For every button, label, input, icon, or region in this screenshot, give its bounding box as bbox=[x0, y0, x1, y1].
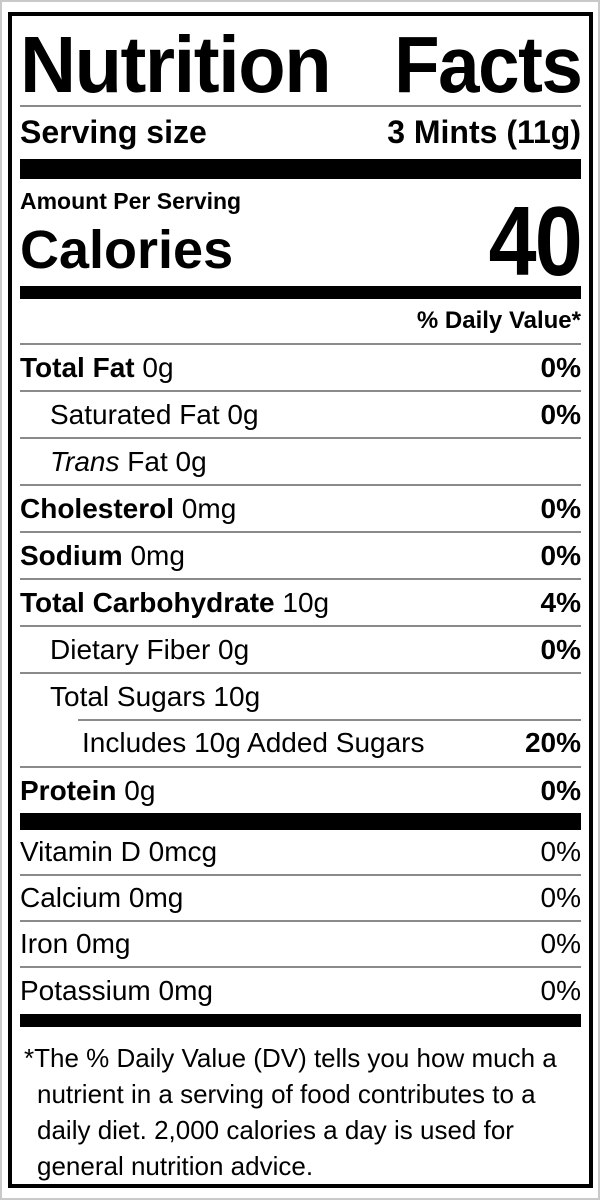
nutrient-daily-value: 0% bbox=[540, 539, 581, 571]
section-bar-vitamins bbox=[20, 1014, 581, 1027]
nutrient-daily-value: 4% bbox=[540, 586, 581, 618]
section-bar-calories bbox=[20, 285, 581, 299]
nutrient-name: Includes 10g Added Sugars bbox=[82, 726, 425, 758]
footnote-marker: * bbox=[24, 1043, 35, 1073]
footnote-text: *The % Daily Value (DV) tells you how mu… bbox=[24, 1040, 579, 1184]
nutrient-daily-value: 0% bbox=[540, 398, 581, 430]
nutrient-name: Total Fat 0g bbox=[20, 351, 174, 383]
nutrient-name: Trans Fat 0g bbox=[50, 445, 207, 477]
vitamin-row: Potassium 0mg 0% bbox=[20, 968, 581, 1014]
vitamin-row: Vitamin D 0mcg 0% bbox=[20, 830, 581, 876]
nutrient-row: Total Sugars 10g bbox=[20, 672, 581, 719]
nutrient-rows: Total Fat 0g 0% Saturated Fat 0g 0% Tran… bbox=[20, 343, 581, 813]
nutrient-daily-value: 0% bbox=[540, 492, 581, 524]
vitamin-daily-value: 0% bbox=[540, 928, 581, 959]
nutrient-name: Dietary Fiber 0g bbox=[50, 633, 250, 665]
nutrient-daily-value: 0% bbox=[540, 351, 581, 383]
vitamin-name: Potassium 0mg bbox=[20, 975, 213, 1006]
vitamin-row: Iron 0mg 0% bbox=[20, 922, 581, 968]
vitamin-name: Iron 0mg bbox=[20, 928, 131, 959]
calories-value: 40 bbox=[488, 185, 583, 296]
nutrient-name: Total Carbohydrate 10g bbox=[20, 586, 330, 618]
nutrient-name: Saturated Fat 0g bbox=[50, 398, 259, 430]
nutrient-name: Total Sugars 10g bbox=[50, 680, 261, 712]
title-word-facts: Facts bbox=[393, 28, 581, 106]
vitamin-daily-value: 0% bbox=[540, 975, 581, 1006]
section-bar-protein bbox=[20, 813, 581, 830]
nutrient-row: Total Fat 0g 0% bbox=[20, 343, 581, 390]
nutrition-facts-panel: Nutrition Facts Serving size 3 Mints (11… bbox=[8, 12, 593, 1188]
title-divider bbox=[20, 105, 581, 108]
vitamin-daily-value: 0% bbox=[540, 836, 581, 867]
calories-section: Amount Per Serving Calories 40 bbox=[20, 179, 583, 296]
vitamin-row: Calcium 0mg 0% bbox=[20, 876, 581, 922]
nutrient-row: Cholesterol 0mg 0% bbox=[20, 484, 581, 531]
nutrient-row: Trans Fat 0g bbox=[20, 437, 581, 484]
nutrient-row: Dietary Fiber 0g 0% bbox=[20, 625, 581, 672]
nutrient-row: Saturated Fat 0g 0% bbox=[20, 390, 581, 437]
nutrient-name: Protein 0g bbox=[20, 774, 156, 806]
nutrient-row: Total Carbohydrate 10g 4% bbox=[20, 578, 581, 625]
nutrient-daily-value: 20% bbox=[524, 726, 581, 758]
serving-size-label: Serving size bbox=[20, 114, 207, 151]
nutrient-daily-value: 0% bbox=[540, 774, 581, 806]
nutrient-row: Sodium 0mg 0% bbox=[20, 531, 581, 578]
footnote-body: The % Daily Value (DV) tells you how muc… bbox=[34, 1043, 557, 1181]
serving-size-value: 3 Mints (11g) bbox=[387, 114, 581, 151]
title-word-nutrition: Nutrition bbox=[20, 28, 332, 106]
serving-size-row: Serving size 3 Mints (11g) bbox=[20, 107, 581, 158]
panel-title: Nutrition Facts bbox=[20, 28, 581, 105]
nutrient-row: Protein 0g 0% bbox=[20, 766, 581, 813]
calories-label: Calories bbox=[20, 219, 234, 280]
amount-per-serving-label: Amount Per Serving bbox=[20, 187, 242, 214]
nutrient-daily-value: 0% bbox=[540, 633, 581, 665]
footnote: *The % Daily Value (DV) tells you how mu… bbox=[20, 1027, 581, 1184]
daily-value-header: % Daily Value* bbox=[416, 306, 581, 334]
nutrient-row: Includes 10g Added Sugars 20% bbox=[20, 719, 581, 766]
nutrient-name: Sodium 0mg bbox=[20, 539, 185, 571]
section-bar-thick bbox=[20, 158, 581, 179]
vitamin-name: Calcium 0mg bbox=[20, 882, 184, 913]
vitamin-name: Vitamin D 0mcg bbox=[20, 836, 218, 867]
vitamin-daily-value: 0% bbox=[540, 882, 581, 913]
nutrient-name: Cholesterol 0mg bbox=[20, 492, 237, 524]
vitamin-rows: Vitamin D 0mcg 0% Calcium 0mg 0% Iron 0m… bbox=[20, 830, 581, 1014]
